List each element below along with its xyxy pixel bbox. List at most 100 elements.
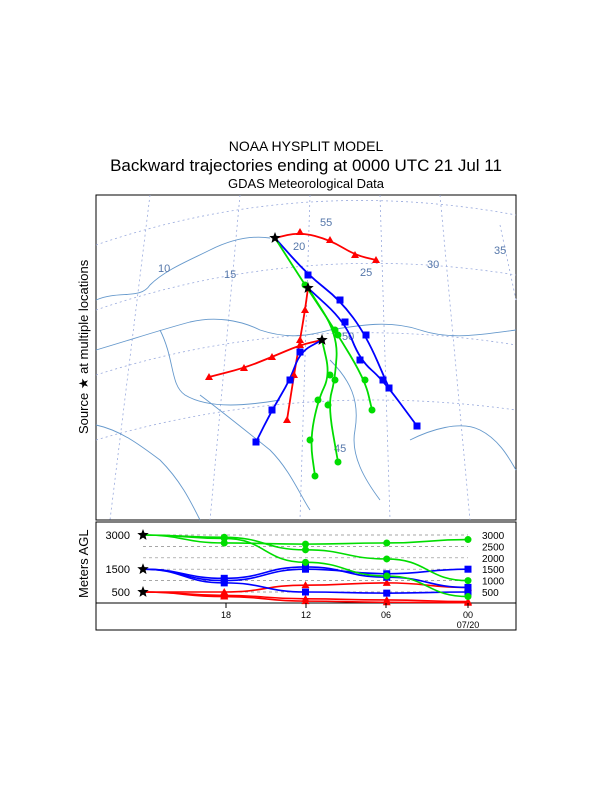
map-source-star-2: [302, 282, 314, 293]
height-marker-blue-2-2: [302, 588, 309, 596]
map-marker-green-3-1: [326, 371, 334, 379]
height-left-tick-3000: 3000: [106, 530, 130, 542]
map-marker-green-2-4: [334, 458, 342, 466]
map-marker-green-2-1: [334, 331, 342, 339]
map-marker-blue-2-3: [379, 376, 387, 384]
coastline-black-sea: [409, 425, 517, 471]
height-marker-red-3-1: [220, 591, 229, 599]
map-source-star-1: [269, 232, 281, 243]
height-x-tick-00: 00: [463, 610, 473, 620]
map-source-star-3: [316, 334, 328, 345]
height-panel-frame: [95, 521, 517, 631]
height-x-tick-06: 06: [381, 610, 391, 620]
map-trajectory-green-3: [310, 339, 329, 477]
height-right-tick-1000: 1000: [482, 577, 505, 588]
plot-title-model: NOAA HYSPLIT MODEL: [228, 138, 384, 154]
map-side-label: Source ★ at multiple locations: [76, 259, 91, 434]
map-grid-label-55: 55: [320, 217, 332, 229]
map-marker-blue-1-1: [304, 271, 312, 279]
height-marker-red-2-3: [382, 578, 391, 586]
map-marker-red-1-4: [372, 256, 380, 263]
map-marker-blue-3-2: [286, 376, 294, 384]
map-grid-label-35: 35: [494, 245, 506, 257]
height-marker-blue-2-3: [383, 589, 391, 597]
coastline-north: [95, 236, 271, 301]
map-marker-blue-2-2: [356, 356, 364, 364]
map-trajectory-red-3: [208, 339, 323, 378]
map-marker-red-1-1: [296, 228, 304, 235]
coastline-italy: [95, 424, 201, 521]
map-grid-label-15: 15: [224, 269, 236, 281]
map-marker-blue-3-1: [296, 348, 304, 356]
map-marker-blue-2-4: [413, 422, 421, 430]
longitude-line-25: [379, 194, 391, 521]
map-marker-green-2-3: [324, 401, 332, 409]
height-marker-red-2-2: [301, 581, 310, 589]
map-grid-label-30: 30: [427, 259, 439, 271]
height-marker-blue-1-4: [464, 565, 472, 573]
map-marker-red-2-3: [290, 371, 298, 378]
map-marker-blue-3-3: [268, 406, 276, 414]
height-marker-blue-3-2: [302, 563, 309, 571]
height-marker-red-3-3: [382, 595, 391, 603]
height-x-date: 07/20: [457, 620, 480, 630]
map-grid-label-20: 20: [293, 241, 305, 253]
height-marker-green-3-1: [220, 534, 228, 542]
map-marker-blue-1-4: [385, 384, 393, 392]
longitude-line-35: [499, 224, 517, 301]
border-alps: [159, 329, 281, 406]
map-marker-green-3-3: [306, 436, 314, 444]
map-trajectory-blue-1: [274, 237, 390, 389]
map-marker-red-3-3: [240, 364, 248, 371]
longitude-line-15: [209, 194, 241, 521]
height-right-tick-500: 500: [482, 588, 499, 599]
latitude-line-40: [95, 399, 517, 441]
map-marker-green-1-3: [361, 376, 369, 384]
map-marker-red-3-2: [268, 353, 276, 360]
height-axis-label: Meters AGL: [76, 529, 91, 598]
height-right-tick-1500: 1500: [482, 565, 505, 576]
plot-title-trajectories: Backward trajectories ending at 0000 UTC…: [110, 156, 502, 175]
map-grid-label-25: 25: [360, 267, 372, 279]
map-marker-red-1-2: [326, 236, 334, 243]
height-marker-green-2-3: [383, 539, 391, 547]
border-central: [95, 318, 517, 351]
longitude-line-10: [109, 194, 151, 521]
coastline-adriatic-east: [199, 394, 311, 511]
height-marker-green-1-2: [302, 546, 309, 554]
map-marker-red-3-1: [296, 341, 304, 348]
height-marker-green-1-3: [383, 555, 391, 563]
map-grid-label-10: 10: [158, 263, 170, 275]
height-marker-green-2-2: [302, 540, 309, 548]
map-coastlines: [95, 236, 517, 521]
border-balkans: [329, 359, 381, 501]
height-right-tick-3000: 3000: [482, 531, 505, 542]
height-right-tick-2000: 2000: [482, 554, 505, 565]
map-marker-green-3-2: [314, 396, 322, 404]
height-marker-green-3-3: [383, 572, 391, 580]
map-marker-green-2-2: [331, 376, 339, 384]
map-marker-blue-1-3: [362, 331, 370, 339]
height-source-star-500: [137, 586, 149, 597]
map-marker-green-1-4: [368, 406, 376, 414]
map-marker-red-2-1: [301, 306, 309, 313]
height-marker-blue-3-4: [464, 583, 472, 591]
height-marker-green-1-4: [464, 577, 472, 585]
height-left-tick-1500: 1500: [106, 564, 130, 576]
map-marker-blue-1-2: [336, 296, 344, 304]
height-marker-blue-2-4: [464, 588, 472, 596]
height-marker-blue-2-1: [220, 579, 228, 587]
map-marker-blue-2-1: [341, 318, 349, 326]
map-marker-green-3-4: [311, 472, 319, 480]
map-marker-red-1-3: [351, 251, 359, 258]
map-marker-red-2-4: [283, 416, 291, 423]
height-source-star-1500: [137, 563, 149, 575]
height-right-tick-2500: 2500: [482, 542, 505, 553]
map-marker-red-3-4: [205, 373, 213, 380]
height-source-star-3000: [137, 529, 149, 540]
map-marker-red-2-2: [296, 336, 304, 343]
map-grid: [95, 194, 517, 521]
height-marker-red-3-4: [464, 597, 472, 605]
height-x-tick-12: 12: [301, 610, 311, 620]
